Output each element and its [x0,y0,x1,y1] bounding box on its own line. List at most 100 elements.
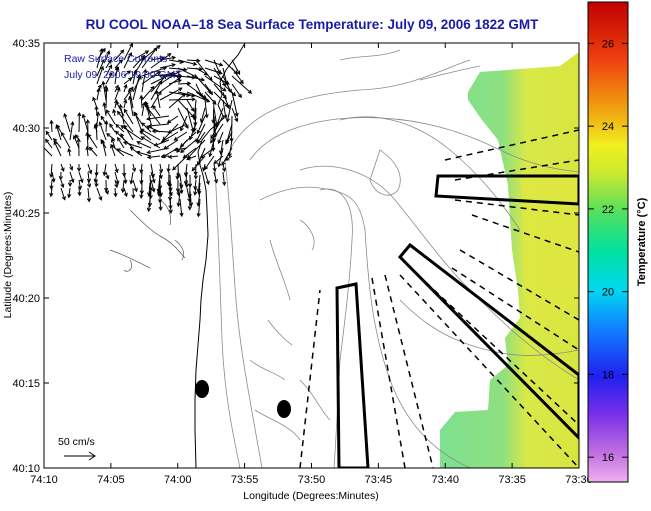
current-vector [231,107,239,123]
current-vector [49,119,54,133]
current-vector [150,53,172,69]
current-vector [113,187,118,198]
current-vector [60,179,65,189]
current-vector [184,179,189,189]
current-vector [158,198,163,211]
current-vector [88,146,98,157]
current-vector [128,95,134,117]
current-vector [131,163,137,173]
current-vector [141,122,152,133]
y-axis-label: Latitude (Degrees:Minutes) [2,192,14,319]
current-vector [49,187,54,198]
current-vector [106,132,116,141]
y-tick-label: 40:25 [12,208,40,220]
y-tick-label: 40:10 [12,463,40,475]
current-vector [173,147,188,152]
current-vector [193,187,198,196]
x-axis-label: Longitude (Degrees:Minutes) [243,490,378,502]
current-vector [86,187,92,203]
current-vector [77,179,83,191]
dashed-transects [299,129,579,468]
current-vector [114,179,119,189]
current-vector [60,187,66,201]
colorbar-tick-label: 24 [602,121,614,133]
colorbar-tick-label: 22 [602,204,614,216]
current-vector [132,50,150,61]
x-axis: 74:10 74:05 74:00 73:55 73:50 73:45 73:40 73:35… [30,43,593,486]
current-vector [168,174,173,192]
current-vector [105,59,112,69]
current-vector [204,75,227,92]
current-vector [221,163,227,173]
colorbar-ticks: 26 24 22 20 18 16 [588,38,628,464]
current-vector [231,75,253,94]
current-vector [145,105,161,125]
current-vector [110,137,116,149]
current-vector [168,93,186,109]
current-vector [187,198,192,211]
current-vector [186,155,197,161]
current-vector [180,139,197,154]
current-vector [136,141,152,149]
current-vector [213,171,219,184]
current-vector [123,83,128,93]
current-vector [202,163,207,172]
colorbar-tick-label: 16 [602,452,614,464]
current-vector [123,86,134,101]
map-title: RU COOL NOAA–18 Sea Surface Temperature:… [86,17,539,32]
current-vector [112,108,117,117]
current-vector [145,115,170,121]
plot-area: Raw Surface Currents July 09, 2006 19:00… [44,43,579,468]
current-vector [78,171,84,184]
y-axis: 40:35 40:30 40:25 40:20 40:15 40:10 [12,38,579,475]
current-vector [45,130,53,141]
current-vector [217,131,224,145]
current-vector [167,123,188,134]
y-tick-label: 40:35 [12,38,40,50]
current-vector [159,63,176,69]
mooring-east [277,400,291,418]
current-vector [87,163,93,175]
x-tick-label: 73:45 [365,474,393,486]
current-vector [131,187,136,199]
current-vector [69,163,74,171]
y-tick-label: 40:20 [12,293,40,305]
current-vector [96,47,104,69]
current-vector [76,163,82,172]
current-vector [208,139,215,158]
sampling-box-diagonal [397,242,579,441]
current-vector [115,123,125,133]
current-vector [146,155,161,160]
current-vector [98,121,107,141]
current-vector [213,155,224,165]
current-vector [204,171,210,186]
current-vector [72,134,80,149]
current-vector [105,50,111,61]
colorbar-tick-label: 20 [602,287,614,299]
current-vector [101,139,107,157]
current-vector [114,49,125,61]
current-vector [55,124,62,141]
current-vector [76,137,81,157]
colorbar [587,1,629,483]
current-vector [191,155,206,172]
current-vector [105,171,110,180]
x-tick-label: 73:40 [431,474,459,486]
current-vector [63,112,71,133]
current-vector [231,91,239,118]
current-vector [51,171,56,183]
current-vector [186,75,206,82]
current-vector [140,136,161,149]
current-vector [225,155,233,161]
y-tick-label: 40:15 [12,378,40,390]
current-vector [106,109,116,125]
sampling-box-south [335,282,370,468]
current-vector [139,163,144,174]
current-vector [151,129,170,134]
surface-current-vectors [44,43,253,218]
current-vector [150,72,174,85]
current-vector [168,198,173,214]
current-vector [77,187,82,197]
y-tick-label: 40:30 [12,123,40,135]
